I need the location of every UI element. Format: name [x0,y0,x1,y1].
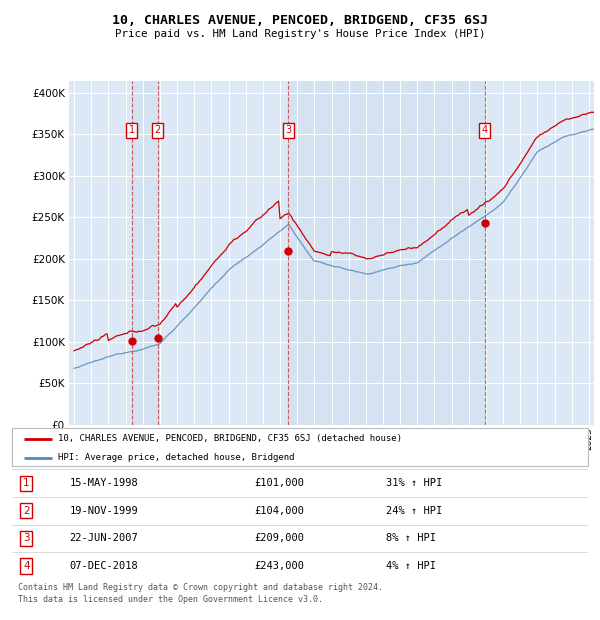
Text: 8% ↑ HPI: 8% ↑ HPI [386,533,436,543]
Text: £243,000: £243,000 [254,561,304,571]
Text: 22-JUN-2007: 22-JUN-2007 [70,533,139,543]
Text: 4: 4 [482,125,488,135]
Bar [288,81,485,425]
Text: 3: 3 [285,125,291,135]
Text: Price paid vs. HM Land Registry's House Price Index (HPI): Price paid vs. HM Land Registry's House … [115,29,485,38]
Text: This data is licensed under the Open Government Licence v3.0.: This data is licensed under the Open Gov… [18,595,323,604]
Text: 19-NOV-1999: 19-NOV-1999 [70,506,139,516]
Text: £209,000: £209,000 [254,533,304,543]
Text: 07-DEC-2018: 07-DEC-2018 [70,561,139,571]
Text: 2: 2 [155,125,161,135]
Text: 1: 1 [23,478,30,488]
Text: 4% ↑ HPI: 4% ↑ HPI [386,561,436,571]
Text: 10, CHARLES AVENUE, PENCOED, BRIDGEND, CF35 6SJ (detached house): 10, CHARLES AVENUE, PENCOED, BRIDGEND, C… [58,434,402,443]
Text: 15-MAY-1998: 15-MAY-1998 [70,478,139,488]
Text: 3: 3 [23,533,30,543]
Text: 10, CHARLES AVENUE, PENCOED, BRIDGEND, CF35 6SJ: 10, CHARLES AVENUE, PENCOED, BRIDGEND, C… [112,14,488,27]
Text: 1: 1 [129,125,135,135]
Text: 24% ↑ HPI: 24% ↑ HPI [386,506,443,516]
Text: £101,000: £101,000 [254,478,304,488]
Bar [132,81,158,425]
Text: HPI: Average price, detached house, Bridgend: HPI: Average price, detached house, Brid… [58,453,295,463]
Text: 2: 2 [23,506,30,516]
Text: 4: 4 [23,561,30,571]
Text: £104,000: £104,000 [254,506,304,516]
Text: 31% ↑ HPI: 31% ↑ HPI [386,478,443,488]
Text: Contains HM Land Registry data © Crown copyright and database right 2024.: Contains HM Land Registry data © Crown c… [18,583,383,592]
